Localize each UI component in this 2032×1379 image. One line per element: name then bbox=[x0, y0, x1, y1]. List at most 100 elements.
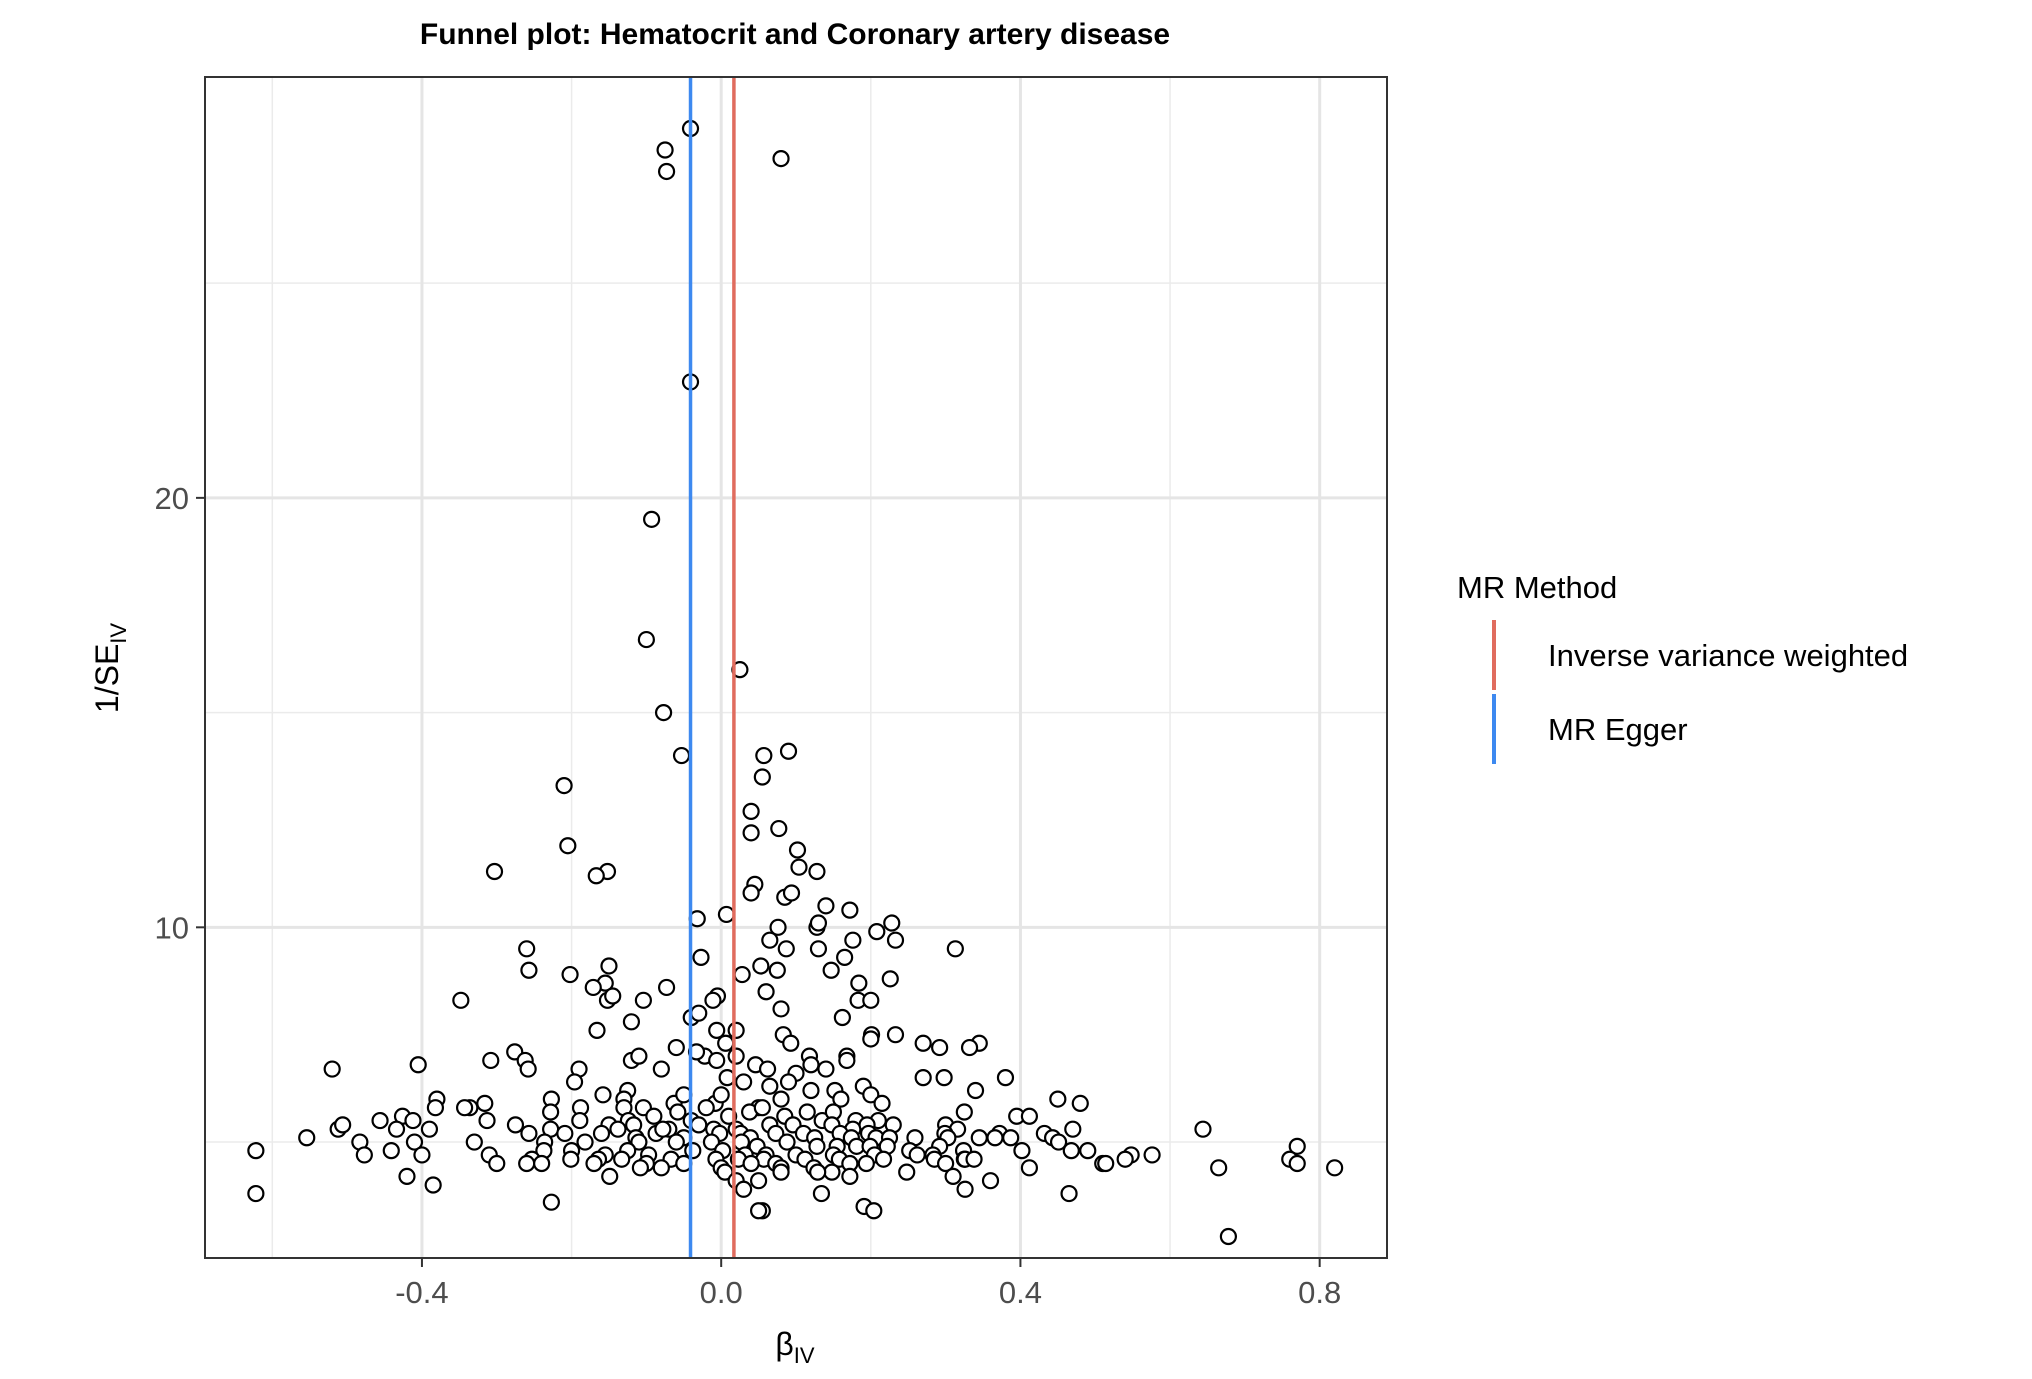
data-point bbox=[533, 1154, 551, 1173]
data-point bbox=[772, 1163, 790, 1181]
data-point bbox=[802, 1081, 820, 1100]
data-point bbox=[808, 862, 826, 881]
data-point bbox=[667, 1038, 685, 1057]
data-point bbox=[1210, 1159, 1228, 1177]
data-point bbox=[652, 1159, 670, 1177]
data-point bbox=[298, 1129, 316, 1147]
data-point bbox=[1049, 1133, 1068, 1151]
data-point bbox=[556, 1124, 574, 1143]
data-point bbox=[576, 1133, 594, 1151]
data-point bbox=[604, 987, 622, 1005]
data-point bbox=[767, 1124, 785, 1143]
data-point bbox=[1060, 1184, 1078, 1203]
data-point bbox=[823, 1163, 841, 1181]
data-point bbox=[643, 510, 661, 528]
data-point bbox=[518, 940, 536, 958]
data-point bbox=[704, 991, 722, 1009]
data-point bbox=[770, 819, 788, 838]
data-point bbox=[588, 1021, 606, 1039]
data-point bbox=[809, 1163, 827, 1181]
data-point bbox=[542, 1103, 560, 1121]
data-point bbox=[520, 961, 538, 979]
y-axis-label-main: 1/SE bbox=[89, 644, 125, 713]
data-point bbox=[727, 1047, 745, 1065]
data-point bbox=[914, 1034, 932, 1052]
data-point bbox=[413, 1146, 431, 1164]
data-point bbox=[857, 1154, 875, 1173]
data-point bbox=[630, 1047, 648, 1065]
x-tick-label: 0.4 bbox=[999, 1275, 1042, 1310]
data-point bbox=[778, 1133, 796, 1151]
data-point bbox=[708, 1021, 726, 1039]
data-point bbox=[865, 1202, 883, 1220]
data-point bbox=[881, 970, 899, 988]
data-point bbox=[247, 1142, 265, 1160]
data-point bbox=[808, 1137, 826, 1155]
data-point bbox=[758, 1060, 777, 1078]
y-axis-label: 1/SEIV bbox=[89, 623, 131, 713]
data-point bbox=[520, 1124, 538, 1143]
data-point bbox=[613, 1150, 631, 1168]
data-point bbox=[1288, 1154, 1306, 1173]
data-point bbox=[371, 1111, 389, 1130]
data-point bbox=[822, 961, 840, 979]
data-point bbox=[690, 1004, 708, 1022]
data-point bbox=[955, 1103, 973, 1121]
data-point bbox=[960, 1038, 979, 1057]
data-point bbox=[790, 858, 808, 876]
data-point bbox=[587, 867, 605, 885]
data-point bbox=[749, 1172, 768, 1190]
data-point bbox=[585, 1154, 603, 1173]
data-point bbox=[1020, 1107, 1039, 1125]
data-point bbox=[838, 1051, 856, 1070]
data-point bbox=[996, 1069, 1015, 1087]
data-point bbox=[592, 1124, 611, 1143]
data-point bbox=[812, 1184, 831, 1203]
data-point bbox=[935, 1069, 953, 1087]
legend-label-mr-egger: MR Egger bbox=[1548, 712, 1688, 747]
data-point bbox=[965, 1150, 983, 1168]
data-point bbox=[735, 1073, 753, 1091]
data-point bbox=[247, 1184, 265, 1203]
data-point bbox=[981, 1172, 1000, 1190]
x-axis-label: βIV bbox=[775, 1326, 815, 1368]
x-tick-label: 0.0 bbox=[700, 1275, 743, 1310]
data-point bbox=[1288, 1137, 1306, 1155]
data-point bbox=[409, 1056, 427, 1074]
data-point bbox=[782, 884, 801, 902]
data-point bbox=[656, 141, 674, 159]
data-point bbox=[753, 1099, 771, 1117]
data-point bbox=[1013, 1142, 1031, 1160]
data-point bbox=[733, 965, 751, 984]
data-point bbox=[883, 914, 901, 932]
data-point bbox=[1049, 1090, 1067, 1108]
data-point bbox=[657, 162, 676, 181]
data-point bbox=[562, 1150, 580, 1168]
data-point bbox=[742, 802, 760, 820]
data-point bbox=[1116, 1150, 1134, 1168]
data-point bbox=[761, 931, 779, 949]
data-point bbox=[601, 1167, 619, 1186]
data-point bbox=[426, 1099, 445, 1117]
data-point bbox=[841, 1167, 859, 1186]
data-point bbox=[506, 1116, 525, 1134]
data-point bbox=[1219, 1227, 1238, 1246]
data-point bbox=[757, 983, 775, 1001]
data-point bbox=[809, 914, 828, 932]
data-point bbox=[652, 1060, 670, 1078]
data-point bbox=[946, 940, 964, 958]
data-point bbox=[944, 1167, 962, 1186]
data-point bbox=[355, 1146, 373, 1164]
data-point bbox=[555, 776, 573, 795]
data-point bbox=[727, 1021, 745, 1039]
data-point bbox=[836, 948, 854, 966]
data-point bbox=[452, 991, 470, 1009]
data-point bbox=[1020, 1159, 1039, 1177]
points-layer bbox=[247, 119, 1344, 1246]
data-point bbox=[817, 1060, 835, 1078]
data-point bbox=[631, 1159, 649, 1177]
data-point bbox=[334, 1116, 352, 1134]
data-point bbox=[485, 862, 504, 881]
data-point bbox=[735, 1180, 753, 1198]
